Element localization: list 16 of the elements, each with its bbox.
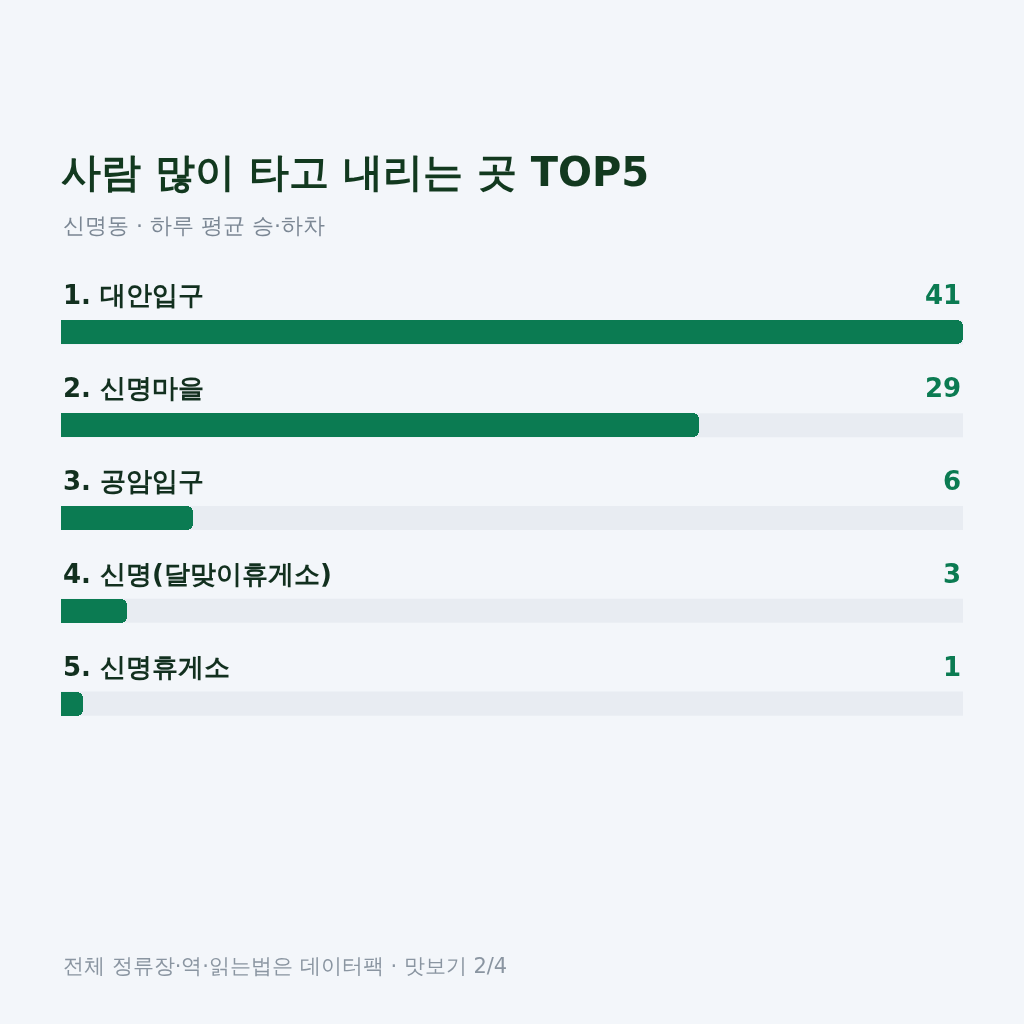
data-label: 6 bbox=[943, 466, 962, 496]
y-tick-label: 1. 대안입구 bbox=[63, 280, 205, 310]
bar bbox=[61, 506, 193, 530]
y-tick-label: 4. 신명(달맞이휴게소) bbox=[63, 559, 332, 589]
chart-subtitle: 신명동 · 하루 평균 승·하차 bbox=[63, 213, 325, 238]
bar bbox=[61, 692, 83, 716]
bar bbox=[61, 599, 127, 623]
data-label: 1 bbox=[943, 652, 962, 682]
data-label: 41 bbox=[925, 280, 962, 310]
text: 전체 정류장·역·읽는법은 데이터팩 · 맛보기 2/4 bbox=[63, 954, 508, 978]
y-tick-label: 3. 공암입구 bbox=[63, 466, 205, 496]
y-tick-label: 5. 신명휴게소 bbox=[63, 652, 231, 682]
data-label: 29 bbox=[925, 373, 962, 403]
y-tick-label: 2. 신명마을 bbox=[63, 373, 205, 403]
chart-title: 사람 많이 타고 내리는 곳 TOP5 bbox=[61, 149, 650, 195]
data-label: 3 bbox=[943, 559, 962, 589]
